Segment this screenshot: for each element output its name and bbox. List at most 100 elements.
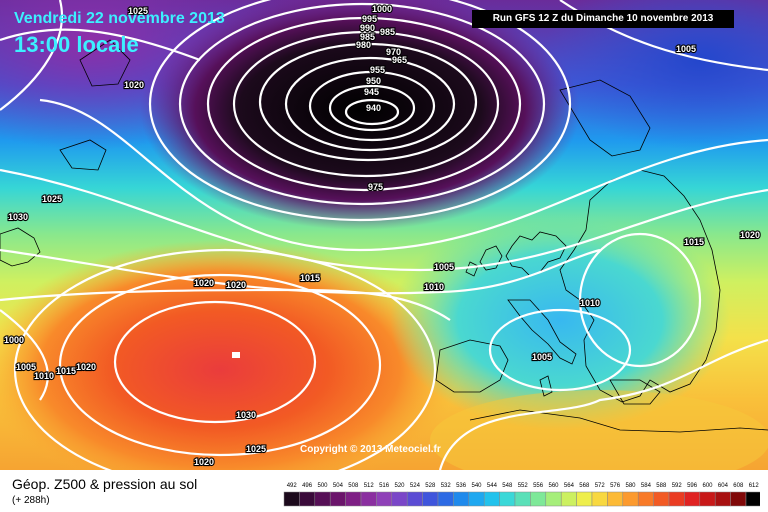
isobar-label: 990 (360, 23, 375, 33)
legend-tick-label: 528 (425, 483, 436, 489)
isobar-label: 965 (392, 55, 407, 65)
isobar-label: 1015 (300, 273, 320, 283)
legend-swatch (329, 491, 346, 507)
isobar-label: 1005 (532, 352, 552, 362)
isobar-label: 1000 (372, 4, 392, 14)
isobar-label: 970 (386, 47, 401, 57)
isobar-label: 1025 (128, 6, 148, 16)
isobar-label: 1005 (16, 362, 36, 372)
legend-tick-label: 496 (302, 483, 313, 489)
coastlines (0, 39, 768, 433)
isobar-label: 1010 (424, 282, 444, 292)
isobar-label: 1030 (236, 410, 256, 420)
map-title: Géop. Z500 & pression au sol (12, 476, 198, 492)
legend-swatch (591, 491, 608, 507)
legend-swatch (653, 491, 670, 507)
legend-swatch (453, 491, 470, 507)
isobar-label: 1020 (194, 457, 214, 467)
isobar-label: 1020 (76, 362, 96, 372)
legend-swatch (668, 491, 685, 507)
legend-tick-label: 512 (364, 483, 375, 489)
legend-tick-label: 548 (502, 483, 513, 489)
legend-swatch (483, 491, 500, 507)
isobar-label: 955 (370, 65, 385, 75)
legend-tick-label: 584 (641, 483, 652, 489)
legend-tick-label: 504 (333, 483, 344, 489)
isobar-label: 1005 (434, 262, 454, 272)
pressure-map: 1000995990985980985970965955950945940975… (0, 0, 768, 470)
legend-swatch (391, 491, 408, 507)
isobar-label: 1025 (42, 194, 62, 204)
copyright-notice: Copyright © 2013 Meteociel.fr (300, 444, 441, 455)
isobar-label: 1020 (194, 278, 214, 288)
legend-tick-label: 532 (441, 483, 452, 489)
isobar-label: 1020 (124, 80, 144, 90)
legend-tick-label: 544 (487, 483, 498, 489)
legend-tick-label: 572 (595, 483, 606, 489)
legend-swatch (514, 491, 531, 507)
legend-swatch (576, 491, 593, 507)
legend-tick-label: 536 (456, 483, 467, 489)
legend-tick-label: 592 (672, 483, 683, 489)
legend-swatch (499, 491, 516, 507)
legend-swatch (530, 491, 547, 507)
isobar-label: 985 (380, 27, 395, 37)
isobar-label: 980 (356, 40, 371, 50)
legend-tick-label: 612 (749, 483, 760, 489)
legend-swatch (360, 491, 377, 507)
legend-tick-label: 596 (687, 483, 698, 489)
isobar-label: 1005 (676, 44, 696, 54)
map-footer: Géop. Z500 & pression au sol (+ 288h) 49… (0, 470, 768, 512)
isobar-label: 950 (366, 76, 381, 86)
legend-swatch (684, 491, 701, 507)
forecast-time: 13:00 locale (14, 32, 139, 57)
legend-tick-label: 568 (579, 483, 590, 489)
isobar-label: 985 (360, 32, 375, 42)
legend-tick-label: 604 (718, 483, 729, 489)
high-core-marker (232, 352, 240, 358)
isobar-label: 1030 (8, 212, 28, 222)
isobar-label: 1025 (246, 444, 266, 454)
legend-swatch (299, 491, 316, 507)
legend-tick-label: 600 (702, 483, 713, 489)
legend-swatch (314, 491, 331, 507)
legend-tick-label: 588 (656, 483, 667, 489)
legend-tick-label: 516 (379, 483, 390, 489)
legend-swatch (637, 491, 654, 507)
deep-low-shading (140, 0, 580, 230)
legend-swatch (283, 491, 300, 507)
legend-tick-label: 552 (518, 483, 529, 489)
color-legend: 492 496 500 504 508 512 516 520 524 528 532 536 540 5… (283, 483, 760, 507)
legend-swatch (607, 491, 624, 507)
legend-tick-label: 580 (625, 483, 636, 489)
isobar-label: 1015 (684, 237, 704, 247)
isobar-label: 975 (368, 182, 383, 192)
legend-tick-label: 576 (610, 483, 621, 489)
legend-tick-label: 560 (548, 483, 559, 489)
blue-region-northeast (540, 0, 768, 150)
isobars (0, 0, 768, 470)
isobar-label: 945 (364, 87, 379, 97)
legend-swatch (699, 491, 716, 507)
isobar-label: 1010 (580, 298, 600, 308)
legend-tick-label: 564 (564, 483, 575, 489)
mediterranean-shading (430, 390, 768, 470)
legend-swatch (422, 491, 439, 507)
legend-swatch (560, 491, 577, 507)
forecast-date: Vendredi 22 novembre 2013 (14, 10, 225, 27)
legend-swatch (345, 491, 362, 507)
legend-tick-label: 556 (533, 483, 544, 489)
legend-tick-label: 500 (317, 483, 328, 489)
legend-tick-label: 608 (733, 483, 744, 489)
legend-swatch (545, 491, 562, 507)
isobar-label: 1020 (740, 230, 760, 240)
legend-tick-label: 540 (471, 483, 482, 489)
forecast-lead-time: (+ 288h) (12, 495, 50, 506)
legend-tick-label: 520 (394, 483, 405, 489)
legend-swatch (376, 491, 393, 507)
isobar-label: 1020 (226, 280, 246, 290)
isobar-label: 995 (362, 14, 377, 24)
isobar-label: 1000 (4, 335, 24, 345)
legend-tick-label: 492 (287, 483, 298, 489)
